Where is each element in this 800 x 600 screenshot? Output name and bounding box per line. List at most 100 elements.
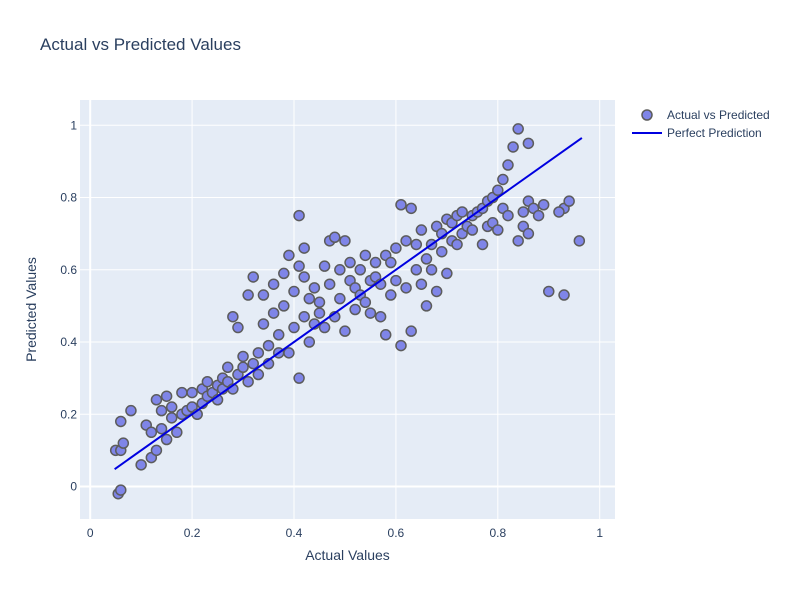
data-point bbox=[364, 307, 377, 319]
data-point bbox=[436, 245, 448, 258]
data-point bbox=[420, 253, 433, 265]
data-point bbox=[232, 321, 244, 334]
data-point bbox=[385, 256, 397, 269]
data-point bbox=[385, 289, 397, 301]
data-point bbox=[303, 336, 316, 348]
data-point bbox=[318, 321, 331, 334]
data-point bbox=[186, 386, 198, 399]
data-point bbox=[298, 242, 310, 254]
data-point bbox=[135, 459, 147, 471]
data-point bbox=[247, 271, 259, 283]
data-point bbox=[410, 238, 423, 251]
data-point bbox=[329, 231, 341, 244]
data-point bbox=[308, 282, 321, 294]
data-point bbox=[395, 339, 407, 352]
data-point bbox=[155, 404, 168, 417]
data-point bbox=[456, 206, 468, 218]
data-point bbox=[522, 227, 535, 240]
y-axis-title: Predicted Values bbox=[23, 257, 39, 362]
data-point bbox=[293, 372, 305, 384]
data-point bbox=[563, 195, 575, 207]
data-point bbox=[379, 329, 392, 341]
data-point bbox=[420, 300, 433, 312]
x-tick-label: 1 bbox=[596, 526, 603, 540]
plot-area bbox=[80, 100, 615, 519]
data-point bbox=[553, 206, 565, 218]
y-tick-labels: 0 0.2 0.4 0.6 0.8 1 bbox=[60, 118, 77, 493]
data-point bbox=[430, 285, 443, 298]
data-point bbox=[532, 209, 545, 222]
data-point bbox=[359, 249, 372, 262]
legend-marker-scatter bbox=[641, 109, 653, 121]
data-point bbox=[339, 325, 351, 337]
data-point bbox=[176, 386, 188, 399]
data-point bbox=[507, 141, 519, 153]
data-point bbox=[405, 325, 417, 337]
data-point bbox=[293, 260, 305, 272]
data-point bbox=[318, 260, 331, 272]
x-tick-labels: 0 0.2 0.4 0.6 0.8 1 bbox=[87, 526, 604, 540]
data-point bbox=[395, 199, 407, 211]
y-tick-label: 0 bbox=[70, 479, 77, 493]
y-tick-label: 0.8 bbox=[60, 191, 77, 205]
data-point bbox=[283, 347, 295, 359]
data-point bbox=[247, 357, 259, 370]
data-point bbox=[125, 404, 137, 417]
y-tick-label: 0.6 bbox=[60, 263, 77, 277]
data-point bbox=[359, 296, 372, 309]
data-point bbox=[441, 267, 453, 280]
data-point bbox=[451, 238, 463, 251]
reference-lines bbox=[114, 137, 583, 470]
data-point bbox=[242, 289, 254, 301]
data-point bbox=[288, 285, 300, 298]
data-point bbox=[298, 310, 310, 323]
data-point bbox=[222, 361, 234, 374]
data-point bbox=[400, 235, 412, 247]
data-point bbox=[267, 307, 280, 319]
data-point bbox=[298, 271, 310, 283]
data-point bbox=[573, 235, 586, 247]
data-point bbox=[303, 292, 316, 305]
data-point bbox=[400, 282, 412, 294]
data-point bbox=[512, 123, 524, 135]
data-point bbox=[278, 267, 290, 280]
data-point bbox=[323, 278, 336, 290]
data-point bbox=[201, 375, 214, 388]
data-point bbox=[171, 426, 183, 439]
data-point bbox=[558, 289, 570, 301]
data-point bbox=[374, 310, 387, 323]
data-point bbox=[160, 390, 173, 402]
data-point bbox=[369, 256, 382, 269]
data-point bbox=[522, 137, 535, 150]
x-tick-label: 0.8 bbox=[489, 526, 506, 540]
data-point bbox=[293, 209, 305, 222]
data-point bbox=[252, 347, 265, 359]
data-point bbox=[502, 209, 514, 222]
data-point bbox=[145, 426, 158, 439]
data-point bbox=[415, 224, 428, 236]
data-point bbox=[390, 242, 402, 254]
data-point bbox=[517, 206, 530, 218]
data-point bbox=[160, 433, 173, 446]
data-point bbox=[313, 296, 326, 309]
data-point bbox=[257, 318, 270, 330]
data-point bbox=[313, 307, 326, 319]
data-point bbox=[390, 274, 402, 287]
data-point bbox=[115, 484, 127, 496]
x-tick-label: 0.6 bbox=[388, 526, 405, 540]
y-tick-label: 0.2 bbox=[60, 407, 77, 421]
data-point bbox=[288, 321, 300, 334]
data-point bbox=[252, 368, 265, 381]
data-point bbox=[334, 292, 346, 305]
data-point bbox=[410, 264, 423, 276]
data-point bbox=[237, 361, 249, 374]
y-tick-label: 1 bbox=[70, 118, 77, 132]
data-point bbox=[242, 375, 254, 388]
x-tick-label: 0.4 bbox=[286, 526, 303, 540]
data-point bbox=[150, 394, 163, 406]
data-point bbox=[537, 199, 550, 211]
data-point bbox=[278, 300, 290, 312]
data-point bbox=[115, 415, 127, 428]
chart-title: Actual vs Predicted Values bbox=[40, 35, 241, 54]
